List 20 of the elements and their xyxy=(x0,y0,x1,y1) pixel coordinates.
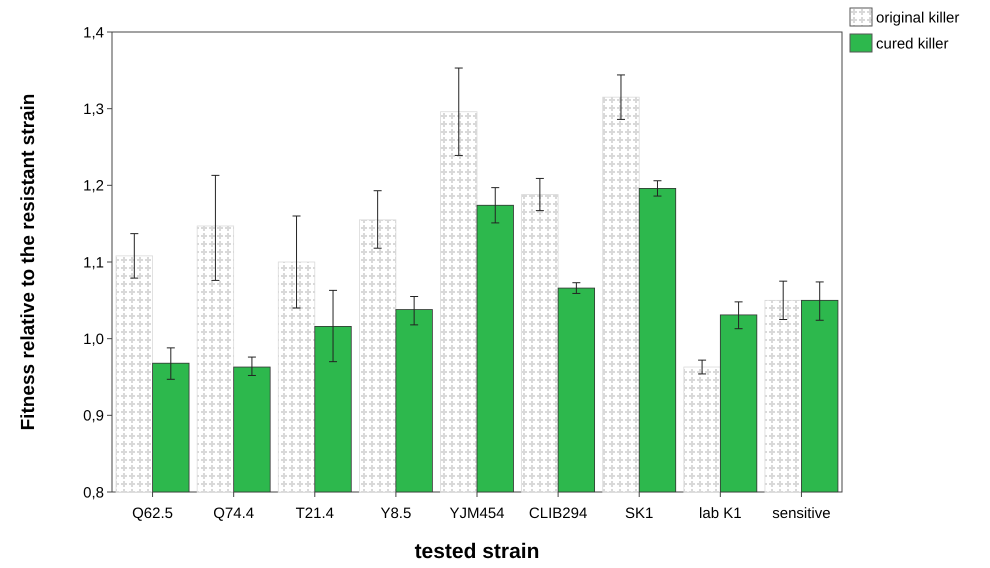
x-tick-label: sensitive xyxy=(772,505,831,522)
x-tick-label: T21.4 xyxy=(296,505,334,522)
legend-label: cured killer xyxy=(876,35,949,52)
y-tick-label: 1,2 xyxy=(83,178,104,195)
x-tick-label: Q74.4 xyxy=(213,505,254,522)
x-tick-label: CLIB294 xyxy=(528,505,588,522)
y-tick-label: 1,1 xyxy=(83,254,104,272)
x-axis-title: tested strain xyxy=(414,540,540,563)
y-tick-label: 1,0 xyxy=(83,330,104,348)
x-tick-label: Q62.5 xyxy=(132,505,173,522)
y-tick-label: 0,8 xyxy=(83,484,104,502)
x-tick-label: SK1 xyxy=(625,505,654,522)
y-axis-title: Fitness relative to the resistant strain xyxy=(18,94,39,430)
y-tick-label: 1,4 xyxy=(83,24,104,42)
x-tick-label: YJM454 xyxy=(449,505,505,522)
x-tick-label: lab K1 xyxy=(699,505,742,522)
y-tick-label: 1,3 xyxy=(83,100,104,118)
legend-label: original killer xyxy=(876,9,960,26)
y-tick-label: 0,9 xyxy=(83,408,104,425)
x-tick-label: Y8.5 xyxy=(380,505,412,522)
